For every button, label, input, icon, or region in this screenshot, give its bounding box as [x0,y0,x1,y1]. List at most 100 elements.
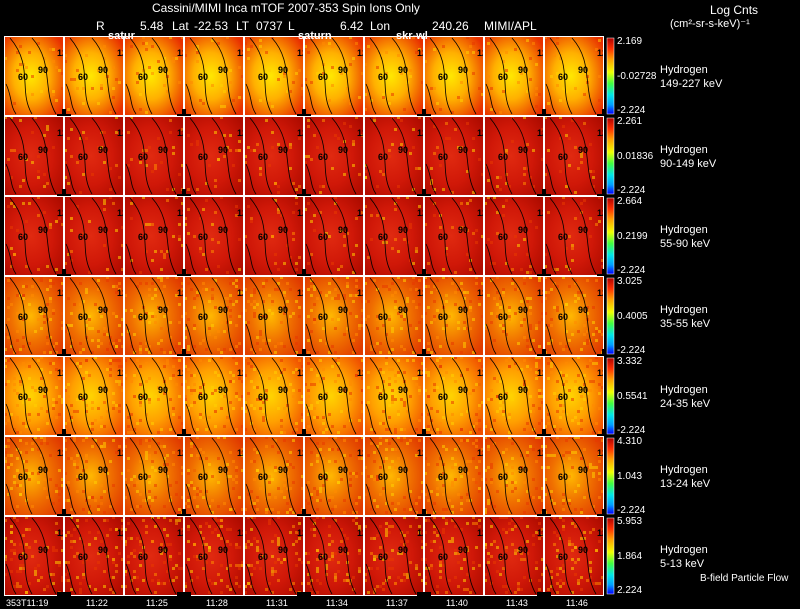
noise-pixel [385,439,388,442]
noise-pixel [388,525,391,528]
noise-pixel [436,591,439,594]
noise-pixel [508,460,511,463]
noise-pixel [22,422,25,425]
noise-pixel [190,99,193,102]
noise-pixel [376,315,379,318]
noise-pixel [214,425,217,428]
noise-pixel [541,466,544,469]
noise-pixel [559,342,562,345]
noise-pixel [211,297,214,300]
contour-label: 12 [117,48,127,58]
noise-pixel [88,505,91,508]
noise-pixel [340,457,343,460]
noise-pixel [478,472,481,475]
noise-pixel [103,570,106,573]
noise-pixel [463,306,466,309]
noise-pixel [94,303,97,306]
contour-line [549,437,573,515]
noise-pixel [178,342,181,345]
noise-pixel [109,111,112,114]
contour-label: 12 [417,368,427,378]
noise-pixel [484,511,487,514]
noise-pixel [568,235,571,238]
noise-pixel [70,534,73,537]
noise-pixel [103,445,106,448]
noise-pixel [49,371,52,374]
contour-line [249,37,273,115]
noise-pixel [565,87,568,90]
noise-pixel [511,398,514,401]
noise-pixel [601,576,604,579]
noise-pixel [58,499,61,502]
noise-pixel [523,576,526,579]
contour-label: 90 [398,465,408,475]
r-value: 5.48 [140,19,164,33]
noise-pixel [175,576,178,579]
noise-pixel [226,416,229,419]
noise-pixel [61,327,64,330]
noise-pixel [16,472,19,475]
noise-pixel [424,279,427,282]
noise-pixel [19,570,22,573]
noise-pixel [58,217,61,220]
noise-pixel [232,380,235,383]
noise-pixel [577,356,580,359]
noise-pixel [589,359,592,362]
contour-line [9,37,33,115]
noise-pixel [556,306,559,309]
noise-pixel [145,531,148,534]
contour-line [549,517,573,595]
noise-pixel [376,534,379,537]
noise-pixel [316,516,319,519]
noise-pixel [31,285,34,288]
noise-pixel [67,561,70,564]
contour-line [309,277,333,355]
noise-pixel [547,149,550,152]
noise-pixel [43,439,46,442]
noise-pixel [316,508,319,511]
noise-pixel [517,342,520,345]
noise-pixel [100,315,103,318]
noise-pixel [319,191,322,194]
contour-line [185,483,197,515]
noise-pixel [82,131,85,134]
noise-pixel [556,285,559,288]
noise-pixel [367,371,370,374]
noise-pixel [397,428,400,431]
noise-pixel [481,93,484,96]
noise-pixel [229,528,232,531]
noise-pixel [307,351,310,354]
noise-pixel [445,591,448,594]
noise-pixel [178,223,181,226]
noise-pixel [535,371,538,374]
noise-pixel [244,531,247,534]
noise-pixel [358,173,361,176]
contour-label: 60 [138,392,148,402]
image-cell [4,116,64,196]
noise-pixel [238,149,241,152]
contour-line [429,197,453,275]
noise-pixel [538,356,541,359]
noise-pixel [346,330,349,333]
row-species: Hydrogen [660,64,708,76]
noise-pixel [517,585,520,588]
noise-pixel [73,410,76,413]
noise-pixel [415,288,418,291]
noise-pixel [64,439,67,442]
image-cell [124,116,184,196]
noise-pixel [472,318,475,321]
noise-pixel [295,336,298,339]
noise-pixel [16,330,19,333]
panel-frame [544,356,604,436]
contour-line [485,243,497,275]
noise-pixel [286,300,289,303]
noise-pixel [469,309,472,312]
noise-pixel [250,348,253,351]
noise-pixel [574,87,577,90]
noise-pixel [40,407,43,410]
noise-pixel [301,475,304,478]
noise-pixel [124,540,127,543]
noise-pixel [589,143,592,146]
noise-pixel [514,48,517,51]
